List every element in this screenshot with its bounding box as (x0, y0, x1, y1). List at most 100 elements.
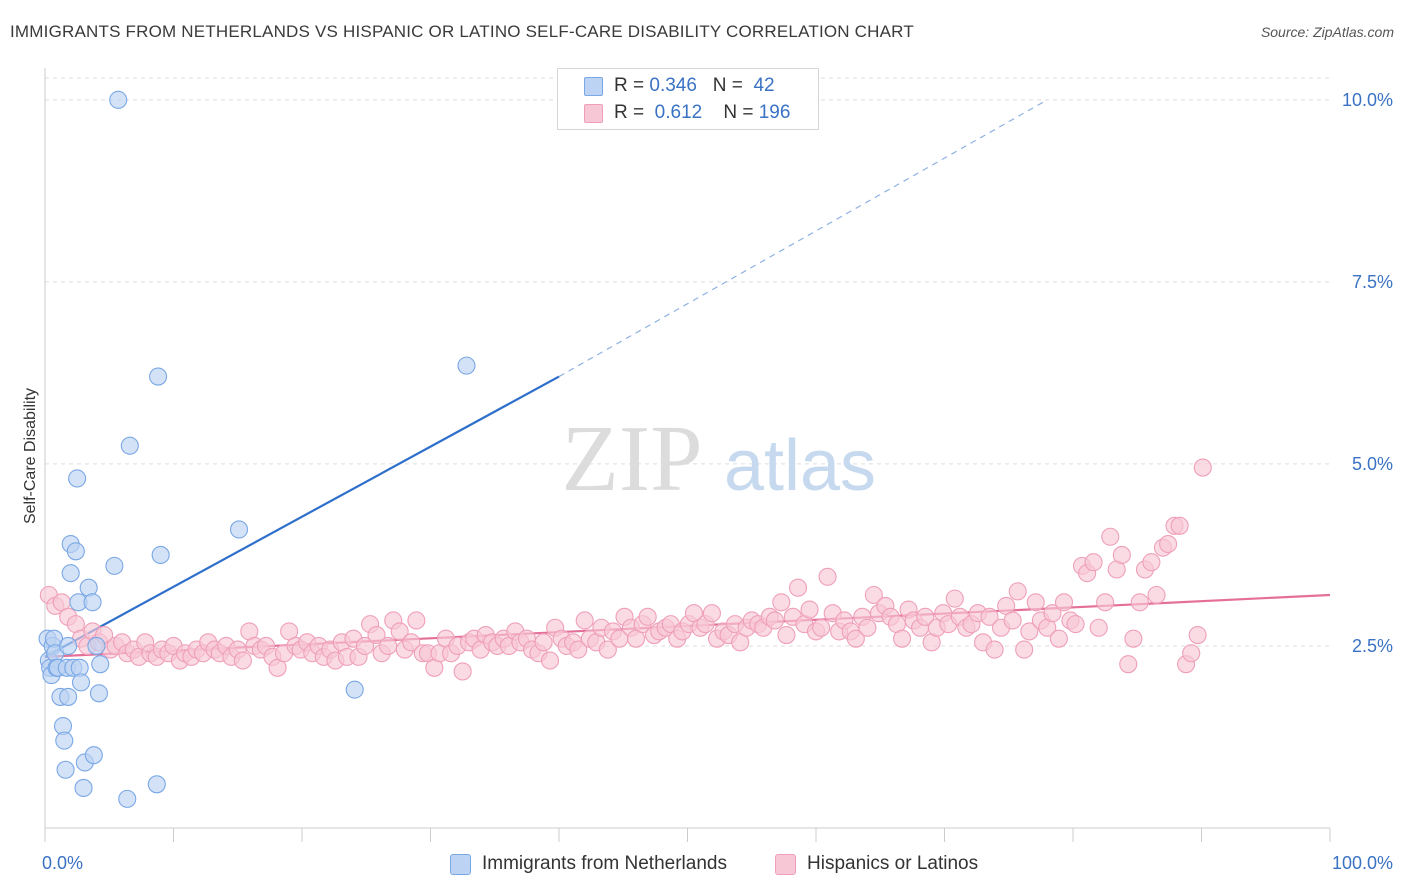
x-tick-label: 100.0% (1332, 853, 1393, 873)
hispanic-point (945, 589, 964, 608)
hispanic-point (864, 585, 883, 605)
hispanic-point (702, 604, 721, 623)
y-tick-label: 5.0% (1352, 454, 1393, 474)
hispanic-point (390, 622, 409, 641)
hispanic-point (638, 607, 657, 626)
hispanic-point (1159, 534, 1178, 554)
netherlands-point (87, 636, 106, 656)
hispanic-point (367, 625, 386, 645)
hispanic-point (1188, 625, 1207, 645)
netherlands-point (68, 469, 87, 488)
legend-n-value: 196 (758, 102, 791, 123)
legend-swatch-pink (775, 854, 796, 875)
hispanic-point (1193, 458, 1212, 477)
netherlands-point (59, 687, 78, 706)
hispanic-point (534, 633, 553, 652)
hispanic-point (1020, 622, 1039, 641)
hispanic-point (1112, 545, 1131, 564)
netherlands-point (229, 520, 249, 539)
legend-swatch-blue (450, 854, 471, 875)
netherlands-point (91, 655, 110, 674)
hispanic-point (980, 607, 999, 626)
legend-r-label: R = (614, 75, 645, 96)
watermark-atlas: atlas (724, 426, 876, 506)
legend-label: Immigrants from Netherlands (482, 853, 727, 874)
netherlands-point (105, 556, 124, 575)
y-tick-label: 7.5% (1352, 272, 1393, 292)
netherlands-point (345, 680, 364, 699)
grid-lines (45, 77, 1330, 647)
hispanic-point (1130, 593, 1149, 612)
y-tick-label: 2.5% (1352, 636, 1393, 656)
hispanic-point (1066, 615, 1085, 634)
hispanic-point (985, 640, 1004, 659)
hispanic-point (1096, 593, 1115, 612)
hispanic-point (916, 607, 935, 626)
source-label: Source: ZipAtlas.com (1260, 24, 1394, 40)
hispanic-point (402, 633, 421, 652)
tick-labels: 2.5% 5.0% 7.5% 10.0% 0.0% 100.0% (42, 90, 1393, 873)
legend-r-value: 0.346 (649, 75, 697, 96)
hispanic-point (379, 636, 398, 656)
hispanic-point (777, 625, 796, 645)
hispanic-point (1084, 553, 1103, 572)
hispanic-point (1124, 629, 1143, 648)
netherlands-point (89, 684, 109, 703)
netherlands-point (71, 673, 91, 692)
chart-title: IMMIGRANTS FROM NETHERLANDS VS HISPANIC … (10, 22, 914, 41)
hispanic-point (540, 651, 560, 670)
netherlands-point (151, 545, 170, 564)
hispanic-point (1054, 593, 1074, 612)
netherlands-point (55, 731, 74, 750)
legend-n-label: N = (723, 102, 754, 123)
netherlands-point (83, 593, 102, 612)
hispanic-point (569, 640, 588, 659)
hispanic-point (453, 662, 472, 681)
hispanic-point (1015, 640, 1034, 659)
netherlands-point (147, 775, 166, 794)
hispanic-point (233, 651, 252, 670)
hispanic-point (1101, 527, 1120, 546)
netherlands-point (74, 778, 93, 798)
netherlands-trend-line (44, 375, 560, 658)
hispanic-point (1142, 553, 1161, 572)
netherlands-point (56, 760, 75, 779)
netherlands-point (120, 436, 139, 455)
hispanic-point (1026, 593, 1045, 612)
hispanic-point (1003, 611, 1022, 630)
netherlands-point (109, 90, 128, 109)
netherlands-point (61, 564, 80, 583)
hispanic-point (407, 611, 426, 630)
hispanic-point (772, 593, 791, 612)
y-axis-label: Self-Care Disability (22, 387, 39, 525)
legend-r-value: 0.612 (654, 102, 703, 123)
hispanic-point (893, 629, 912, 648)
x-tick-label: 0.0% (42, 853, 83, 873)
netherlands-point (66, 542, 85, 561)
hispanic-point (818, 567, 837, 586)
legend-label: Hispanics or Latinos (807, 853, 979, 874)
hispanic-point (1170, 516, 1189, 535)
hispanic-point (765, 611, 784, 630)
netherlands-point (118, 789, 137, 808)
hispanic-point (575, 611, 594, 630)
hispanic-point (1119, 655, 1138, 674)
hispanic-point (812, 618, 831, 637)
hispanic-point (1182, 644, 1201, 663)
legend-n-label: N = (712, 75, 743, 96)
hispanic-point (1008, 582, 1027, 601)
legend-swatch-pink (584, 104, 603, 123)
hispanic-point (1089, 618, 1108, 637)
legend-n-value: 42 (753, 75, 775, 96)
stats-legend: R = 0.346 N = 42 R = 0.612 N = 196 (557, 68, 819, 130)
netherlands-point (457, 356, 476, 375)
y-tick-label: 10.0% (1342, 90, 1393, 110)
legend-swatch-blue (584, 77, 603, 96)
hispanic-point (355, 636, 375, 656)
hispanic-point (788, 578, 808, 597)
hispanic-point (1043, 604, 1062, 623)
hispanic-point (1147, 585, 1166, 605)
legend-r-label: R = (614, 102, 645, 123)
hispanic-point (1049, 629, 1068, 648)
hispanic-point (846, 629, 865, 648)
